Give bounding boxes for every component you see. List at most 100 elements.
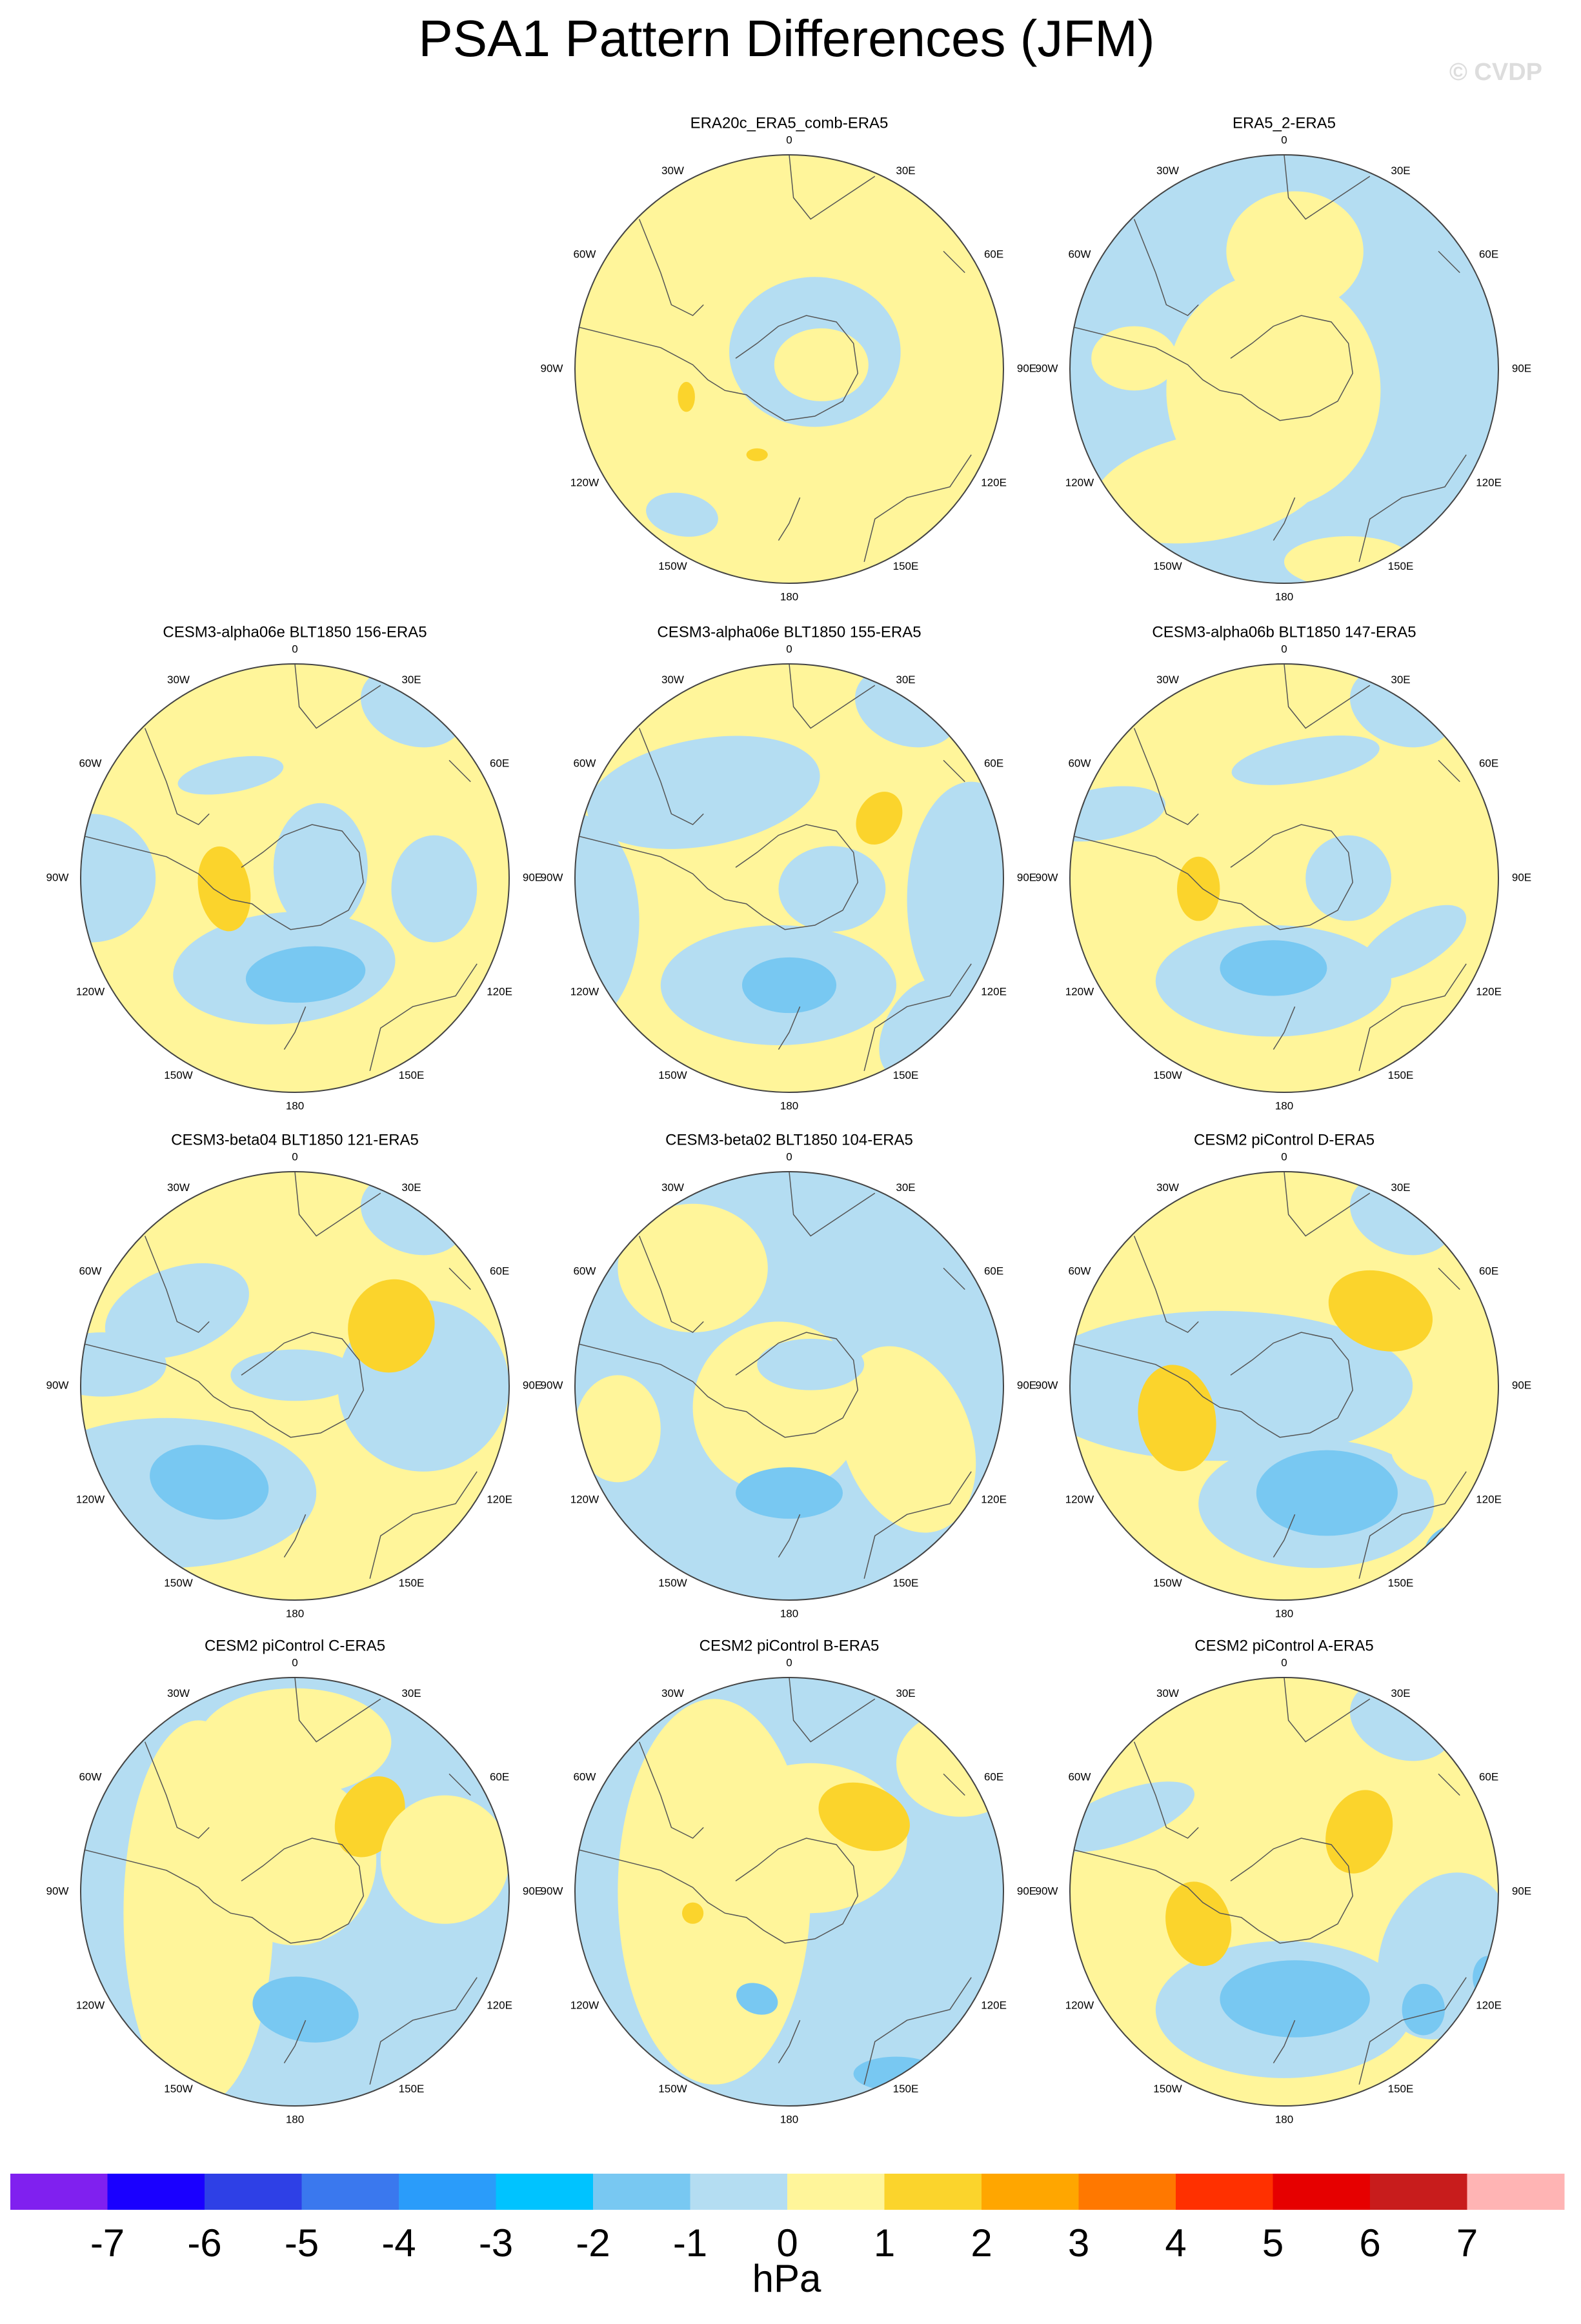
field-region: [1138, 1365, 1216, 1472]
longitude-label: 60E: [984, 1770, 1003, 1783]
map-border: [574, 663, 1004, 1093]
field-region: [1177, 856, 1220, 921]
coastline: [1070, 1172, 1466, 1579]
longitude-label: 30E: [1391, 1181, 1410, 1194]
colorbar-tick-label: -4: [381, 2221, 416, 2265]
longitude-label: 180: [780, 2113, 798, 2125]
longitude-label: 60W: [573, 1265, 596, 1277]
longitude-label: 30E: [1391, 1687, 1410, 1699]
map-panel: ERA20c_ERA5_comb-ERA5 0 30E 60E 90E 120E 150E 1…: [541, 114, 1037, 603]
field-region: [1231, 735, 1380, 785]
longitude-label: 120E: [1476, 476, 1502, 488]
longitude-label: 120W: [570, 476, 599, 488]
longitude-label: 0: [292, 643, 297, 655]
field-region: [1328, 1270, 1433, 1352]
longitude-label: 90E: [1017, 362, 1036, 374]
map-field: [1070, 1678, 1498, 2106]
field-region: [1220, 940, 1327, 996]
field-region: [105, 1263, 249, 1359]
longitude-label: 120W: [1065, 1999, 1094, 2011]
longitude-label: 90E: [1017, 1379, 1036, 1391]
longitude-label: 120E: [487, 1999, 512, 2011]
map-border: [574, 1171, 1004, 1601]
longitude-label: 180: [780, 1607, 798, 1619]
longitude-label: 120W: [76, 1999, 105, 2011]
field-region: [856, 792, 903, 845]
coastline: [81, 1678, 477, 2085]
field-region: [1473, 1956, 1498, 1999]
map-panel: CESM2 piControl A-ERA5 0 30E 60E 90E 120E 150E…: [1036, 1637, 1532, 2125]
longitude-label: 30E: [896, 674, 915, 686]
longitude-label: 30W: [1156, 1687, 1179, 1699]
longitude-label: 30E: [401, 674, 421, 686]
longitude-label: 90E: [1512, 1885, 1531, 1897]
map-field: [81, 1678, 509, 2106]
longitude-label: 60E: [984, 757, 1003, 769]
longitude-label: 180: [286, 2113, 304, 2125]
longitude-label: 120W: [1065, 1493, 1094, 1505]
longitude-label: 150W: [1153, 560, 1182, 572]
longitude-label: 60W: [573, 248, 596, 260]
longitude-label: 120E: [1476, 1493, 1502, 1505]
panel-title: CESM3-beta02 BLT1850 104-ERA5: [665, 1131, 913, 1148]
longitude-label: 30E: [896, 1181, 915, 1194]
colorbar-box: [1467, 2174, 1565, 2210]
field-region: [213, 1774, 377, 1945]
field-region: [1226, 191, 1364, 312]
longitude-label: 0: [786, 134, 792, 146]
longitude-label: 90W: [46, 1379, 69, 1391]
colorbar: -7 -6 -5 -4 -3 -2 -1 0 1 2 3 4 5 6 7 hPa: [10, 2174, 1565, 2300]
longitude-label: 150W: [164, 2083, 192, 2095]
field-region: [757, 1338, 865, 1390]
map-panel: CESM3-alpha06e BLT1850 156-ERA5 0 30E 60E 90…: [46, 623, 543, 1112]
longitude-label: 0: [786, 643, 792, 655]
longitude-label: 90W: [541, 1885, 563, 1897]
longitude-label: 60E: [984, 1265, 1003, 1277]
colorbar-box: [1176, 2174, 1273, 2210]
longitude-label: 60E: [1479, 757, 1498, 769]
longitude-label: 60E: [490, 1265, 509, 1277]
longitude-label: 60E: [984, 248, 1003, 260]
panel-title: CESM2 piControl B-ERA5: [700, 1637, 880, 1654]
longitude-label: 150E: [893, 1577, 919, 1589]
longitude-label: 30W: [661, 1687, 684, 1699]
longitude-label: 90E: [1512, 1379, 1531, 1391]
longitude-label: 120E: [981, 1493, 1007, 1505]
longitude-label: 150E: [893, 2083, 919, 2095]
colorbar-box: [205, 2174, 302, 2210]
watermark: © CVDP: [1449, 59, 1542, 86]
longitude-label: 150W: [164, 1577, 192, 1589]
longitude-label: 90E: [523, 1885, 542, 1897]
longitude-label: 120W: [76, 1493, 105, 1505]
colorbar-box: [884, 2174, 982, 2210]
longitude-label: 60W: [79, 757, 101, 769]
longitude-label: 60W: [573, 1770, 596, 1783]
colorbar-tick-label: -2: [576, 2221, 610, 2265]
longitude-label: 150W: [658, 1577, 687, 1589]
map-field: [81, 1172, 509, 1600]
field-region: [81, 1332, 166, 1397]
longitude-label: 90W: [541, 871, 563, 883]
longitude-label: 150W: [658, 560, 687, 572]
longitude-label: 90W: [541, 1379, 563, 1391]
field-region: [1093, 430, 1326, 544]
longitude-label: 120W: [1065, 476, 1094, 488]
longitude-label: 30W: [167, 1687, 190, 1699]
colorbar-box: [690, 2174, 788, 2210]
map-field: [1070, 1172, 1498, 1600]
field-region: [177, 756, 284, 795]
longitude-label: 90W: [1036, 1885, 1058, 1897]
colorbar-box: [982, 2174, 1079, 2210]
field-region: [587, 736, 820, 849]
longitude-label: 30E: [896, 165, 915, 177]
longitude-label: 60W: [1068, 1265, 1091, 1277]
field-region: [273, 803, 368, 932]
map-field: [575, 1172, 1003, 1600]
map-border: [1069, 1677, 1499, 2107]
field-region: [736, 1983, 778, 2015]
longitude-label: 30W: [1156, 1181, 1179, 1194]
field-region: [741, 957, 837, 1014]
longitude-label: 150E: [893, 560, 919, 572]
